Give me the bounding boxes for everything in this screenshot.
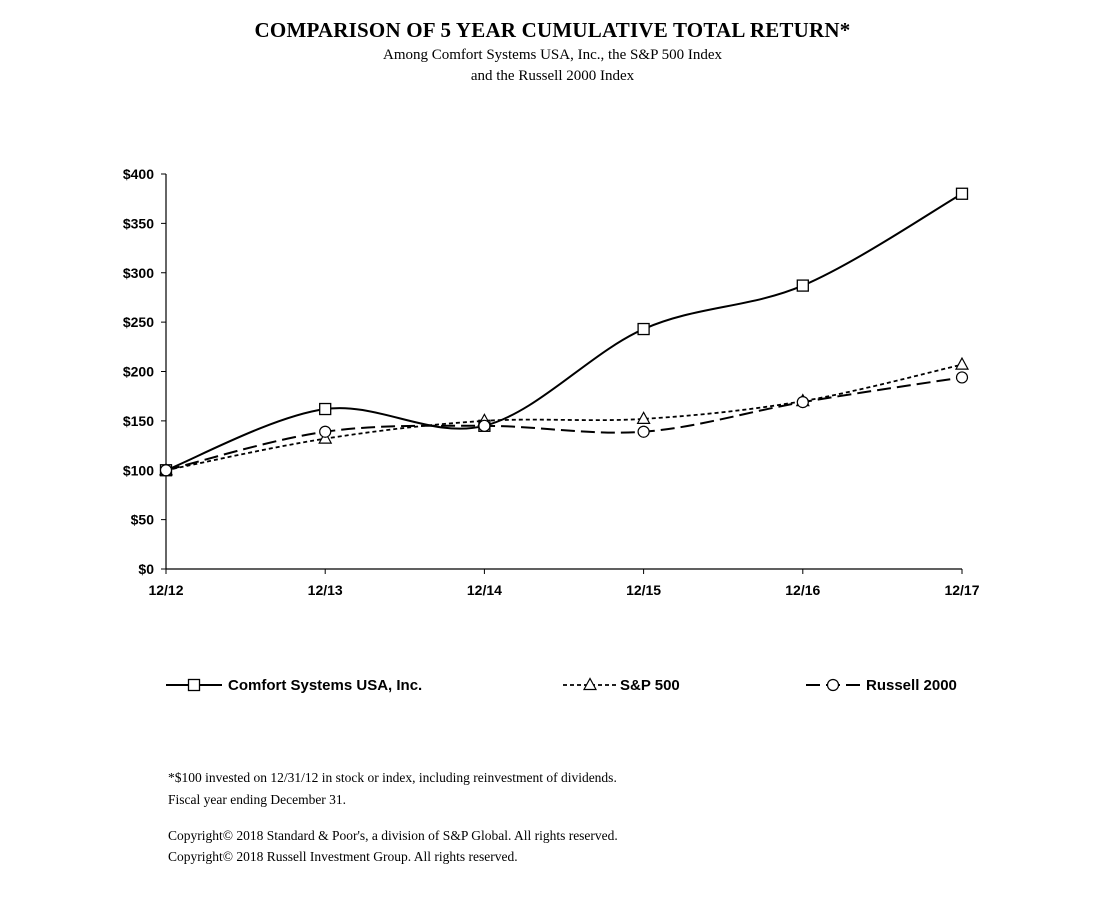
legend-item-sp500: S&P 500 — [563, 677, 680, 694]
x-tick-label: 12/17 — [944, 582, 979, 598]
legend-label-comfort-systems: Comfort Systems USA, Inc. — [228, 677, 422, 694]
y-tick-label: $350 — [123, 215, 154, 231]
chart-title: COMPARISON OF 5 YEAR CUMULATIVE TOTAL RE… — [254, 18, 851, 42]
data-point-russell2000 — [637, 425, 650, 438]
legend-marker-comfort-systems — [187, 678, 201, 692]
footnote-fiscal-year: Fiscal year ending December 31. — [168, 792, 347, 807]
series-sp500 — [158, 356, 970, 476]
series-comfort-systems — [159, 187, 969, 477]
y-tick-label: $400 — [123, 166, 154, 182]
data-point-russell2000 — [159, 464, 173, 477]
data-point-russell2000 — [319, 425, 332, 438]
data-point-comfort-systems — [796, 279, 809, 292]
x-tick-label: 12/12 — [148, 582, 183, 598]
data-point-comfort-systems — [955, 187, 969, 200]
series-line-comfort-systems — [165, 192, 963, 472]
series-line-russell2000 — [165, 376, 963, 472]
legend-label-sp500: S&P 500 — [620, 677, 680, 694]
data-point-sp500 — [636, 411, 651, 424]
series-russell2000 — [159, 371, 969, 477]
copyright-russell: Copyright© 2018 Russell Investment Group… — [168, 849, 518, 864]
chart-subtitle-line2: and the Russell 2000 Index — [470, 68, 635, 84]
series-line-sp500 — [165, 363, 963, 472]
data-point-russell2000 — [955, 371, 969, 384]
legend-item-comfort-systems: Comfort Systems USA, Inc. — [166, 677, 422, 694]
chart-axes: $0 $50 $100 $150 $200 $250 $300 $350 $400 12/12 12… — [123, 166, 980, 598]
x-tick-label: 12/14 — [467, 582, 502, 598]
y-tick-label: $100 — [123, 462, 154, 478]
y-tick-label: $0 — [138, 561, 154, 577]
copyright-sp: Copyright© 2018 Standard & Poor's, a div… — [168, 828, 618, 843]
y-tick-label: $300 — [123, 265, 154, 281]
x-tick-label: 12/16 — [785, 582, 820, 598]
chart-subtitle-line1: Among Comfort Systems USA, Inc., the S&P… — [382, 47, 723, 63]
legend-marker-russell2000 — [826, 678, 840, 692]
x-tick-label: 12/15 — [626, 582, 661, 598]
x-tick-label: 12/13 — [308, 582, 343, 598]
data-point-comfort-systems — [637, 322, 650, 336]
y-tick-label: $150 — [123, 413, 154, 429]
legend-label-russell2000: Russell 2000 — [866, 677, 957, 694]
footnote-investment: *$100 invested on 12/31/12 in stock or i… — [168, 770, 617, 785]
legend-marker-sp500 — [582, 677, 598, 691]
data-point-comfort-systems — [319, 402, 332, 416]
series-layer — [158, 187, 970, 477]
data-point-sp500 — [954, 356, 970, 370]
legend-item-russell2000: Russell 2000 — [806, 677, 957, 694]
y-tick-label: $200 — [123, 364, 154, 380]
y-tick-label: $250 — [123, 314, 154, 330]
data-point-russell2000 — [478, 419, 491, 432]
y-tick-label: $50 — [131, 512, 155, 528]
data-point-russell2000 — [796, 396, 809, 409]
legend: Comfort Systems USA, Inc. S&P 500 Russell … — [166, 677, 957, 694]
